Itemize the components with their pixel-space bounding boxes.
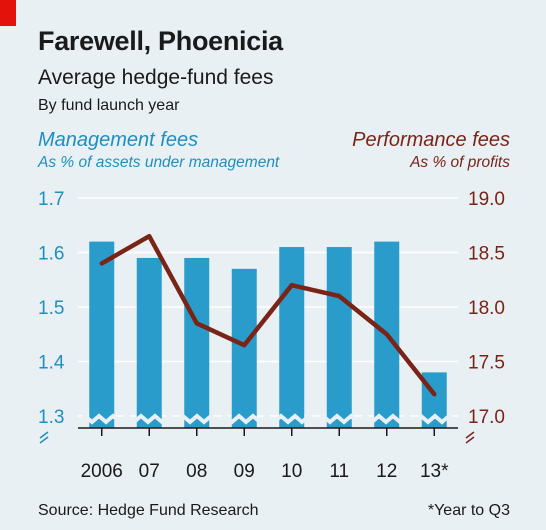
x-tick-label: 13* bbox=[420, 461, 449, 482]
y-right-tick-label: 18.0 bbox=[468, 298, 505, 319]
x-tick-label: 11 bbox=[329, 461, 349, 482]
red-accent-tab bbox=[0, 0, 16, 26]
x-tick-label: 10 bbox=[281, 461, 302, 482]
y-left-tick-label: 1.4 bbox=[38, 353, 65, 374]
legend-management-sub: As % of assets under management bbox=[38, 154, 280, 171]
bar-management-fee bbox=[231, 268, 257, 428]
bar-management-fee bbox=[279, 247, 305, 428]
chart-subtitle: Average hedge-fund fees bbox=[38, 66, 274, 89]
line-performance-fee bbox=[99, 233, 437, 397]
y-left-tick-label: 1.6 bbox=[38, 244, 64, 265]
y-right-tick-label: 18.5 bbox=[468, 244, 505, 265]
x-tick-label: 07 bbox=[139, 461, 160, 482]
bar-management-fee bbox=[326, 247, 352, 428]
x-tick-label: 09 bbox=[234, 461, 255, 482]
chart-title: Farewell, Phoenicia bbox=[38, 26, 283, 56]
axis-break-stroke bbox=[39, 431, 49, 444]
bar-management-fee bbox=[184, 257, 210, 428]
axis-break-band bbox=[76, 413, 458, 425]
footnote: *Year to Q3 bbox=[427, 502, 510, 519]
legend-performance: Performance fees As % of profits bbox=[352, 128, 510, 174]
source-note: Source: Hedge Fund Research bbox=[38, 502, 259, 519]
axis-break-icon bbox=[465, 431, 475, 444]
axis-break-stroke bbox=[465, 431, 475, 444]
y-left-tick-label: 1.3 bbox=[38, 407, 64, 428]
y-right-tick-label: 19.0 bbox=[468, 189, 505, 210]
y-left-tick-label: 1.5 bbox=[38, 298, 64, 319]
chart-note: By fund launch year bbox=[38, 97, 180, 114]
legend-management: Management fees As % of assets under man… bbox=[38, 128, 279, 174]
legend-performance-title: Performance fees bbox=[352, 129, 510, 151]
axis-break-icon bbox=[39, 431, 49, 444]
y-right-tick-label: 17.5 bbox=[468, 353, 505, 374]
x-tick-label: 08 bbox=[186, 461, 207, 482]
legend-management-title: Management fees bbox=[38, 129, 199, 151]
legend-performance-sub: As % of profits bbox=[410, 154, 510, 171]
y-left-tick-label: 1.7 bbox=[38, 189, 64, 210]
y-right-tick-label: 17.0 bbox=[468, 407, 505, 428]
x-tick-label: 2006 bbox=[81, 461, 123, 482]
bar-management-fee bbox=[89, 241, 115, 428]
bar-management-fee bbox=[136, 257, 162, 428]
x-tick-label: 12 bbox=[376, 461, 397, 482]
